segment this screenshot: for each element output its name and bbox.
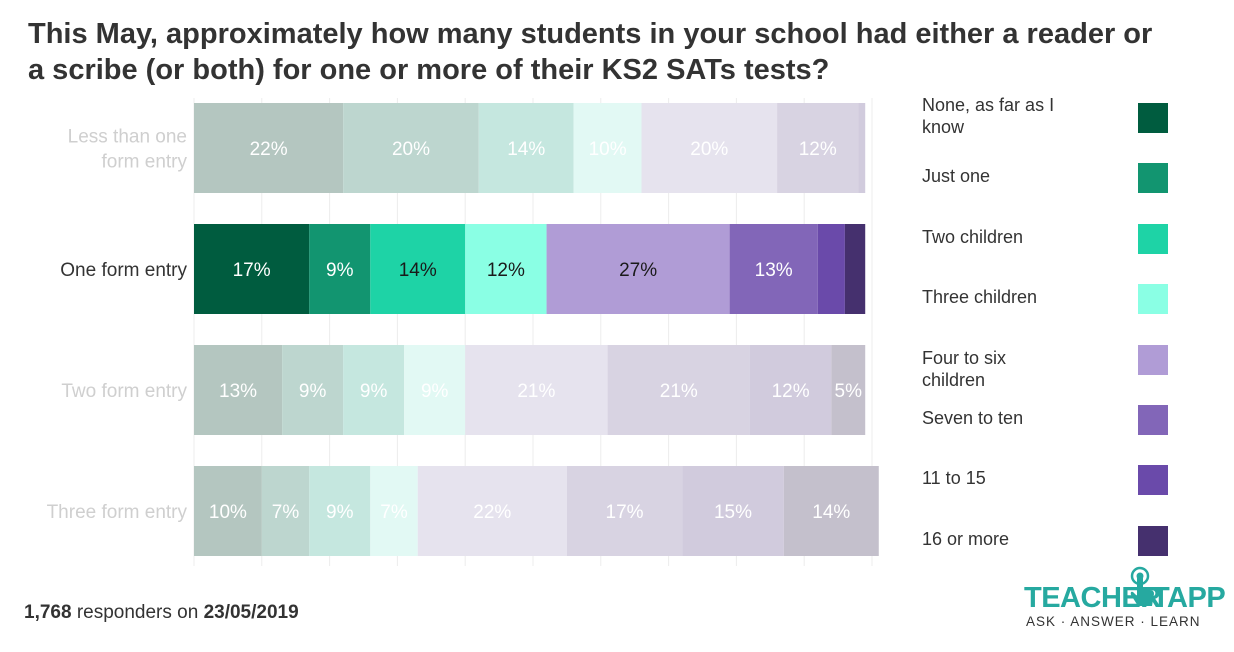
legend-swatch bbox=[1138, 103, 1168, 133]
data-label: 15% bbox=[714, 502, 752, 523]
legend-item: Just one bbox=[922, 150, 1172, 210]
data-label: 12% bbox=[487, 260, 525, 281]
bar-segment bbox=[682, 466, 784, 556]
data-label: 7% bbox=[272, 502, 300, 523]
legend-item: None, as far as I know bbox=[922, 90, 1172, 150]
data-label: 9% bbox=[421, 381, 449, 402]
data-label: 10% bbox=[209, 502, 247, 523]
data-label: 27% bbox=[619, 260, 657, 281]
survey-date: 23/05/2019 bbox=[203, 602, 299, 623]
data-label: 7% bbox=[380, 502, 408, 523]
legend-label: 11 to 15 bbox=[922, 468, 986, 489]
bar-segment bbox=[309, 466, 371, 556]
bar-segment bbox=[194, 224, 310, 314]
data-label: 14% bbox=[507, 139, 545, 160]
bar-segment bbox=[607, 345, 750, 435]
category-label: One form entry bbox=[60, 260, 187, 281]
bar-segment bbox=[370, 466, 418, 556]
data-label: 13% bbox=[219, 381, 257, 402]
legend-swatch bbox=[1138, 525, 1168, 556]
data-label: 5% bbox=[835, 381, 863, 402]
data-label: 17% bbox=[606, 502, 644, 523]
bar-segment bbox=[194, 103, 344, 193]
bar-segment bbox=[465, 224, 547, 314]
legend-label: Three children bbox=[922, 287, 1038, 308]
legend-item: 16 or more bbox=[922, 513, 1172, 573]
legend-item: Three children bbox=[922, 271, 1172, 331]
data-label: 14% bbox=[399, 260, 437, 281]
legend-item: Four to six children bbox=[922, 332, 1172, 392]
bar-segment bbox=[417, 466, 567, 556]
legend-swatch bbox=[1138, 284, 1168, 315]
legend-swatch bbox=[1138, 344, 1168, 375]
data-label: 14% bbox=[812, 502, 850, 523]
category-label: Two form entry bbox=[61, 381, 187, 402]
bar-segment bbox=[831, 345, 866, 435]
tapping-hand-icon bbox=[1130, 566, 1154, 606]
bar-segment bbox=[465, 345, 608, 435]
bar-segment bbox=[729, 224, 818, 314]
legend-label: Seven to ten bbox=[922, 408, 1024, 428]
bar-segment bbox=[749, 345, 832, 435]
bar-segment bbox=[641, 103, 778, 193]
bar-segment bbox=[817, 224, 845, 314]
legend-item: Two children bbox=[922, 211, 1172, 271]
legend-item: Seven to ten bbox=[922, 392, 1172, 452]
data-label: 22% bbox=[473, 502, 511, 523]
legend-swatch bbox=[1138, 223, 1168, 254]
data-label: 9% bbox=[360, 381, 388, 402]
bar-segment bbox=[844, 224, 866, 314]
bar-segment bbox=[858, 103, 866, 193]
legend-label: Just one bbox=[922, 166, 991, 187]
category-label: Three form entry bbox=[47, 502, 188, 523]
category-label: Less than one form entry bbox=[68, 127, 188, 173]
bar-segment bbox=[343, 103, 479, 193]
legend-label: Two children bbox=[922, 226, 1024, 247]
bar-segment bbox=[783, 466, 879, 556]
chart-title: This May, approximately how many student… bbox=[28, 18, 1153, 86]
legend-label: Four to six children bbox=[922, 347, 1007, 390]
data-label: 21% bbox=[517, 381, 555, 402]
bar-segment bbox=[777, 103, 859, 193]
logo-word-teacher: TEACHER bbox=[1024, 582, 1161, 614]
responders-text: responders on bbox=[76, 602, 199, 623]
data-label: 20% bbox=[392, 139, 430, 160]
legend-label: 16 or more bbox=[922, 528, 1010, 549]
responder-count: 1,768 bbox=[24, 602, 72, 623]
data-label: 12% bbox=[799, 139, 837, 160]
bar-segment bbox=[194, 345, 283, 435]
responders-footer: 1,768 responders on 23/05/2019 bbox=[24, 602, 299, 624]
data-label: 9% bbox=[326, 260, 354, 281]
data-label: 10% bbox=[589, 139, 627, 160]
data-label: 13% bbox=[755, 260, 793, 281]
bar-segment bbox=[261, 466, 310, 556]
legend-swatch bbox=[1138, 163, 1168, 194]
bar-segment bbox=[566, 466, 683, 556]
stacked-bar-chart: Less than one form entry 22% 20% 14% 10% 20% 12… bbox=[47, 98, 879, 566]
bar-segment bbox=[282, 345, 344, 435]
data-label: 22% bbox=[250, 139, 288, 160]
bar-segment bbox=[573, 103, 642, 193]
bar-segment bbox=[370, 224, 466, 314]
bar-segment bbox=[546, 224, 730, 314]
logo-word-tapp: TAPP bbox=[1152, 582, 1226, 614]
legend-swatch bbox=[1138, 465, 1168, 496]
bar-segment bbox=[404, 345, 466, 435]
data-label: 9% bbox=[299, 381, 327, 402]
bar-segment bbox=[478, 103, 574, 193]
legend-item: 11 to 15 bbox=[922, 452, 1172, 512]
bar-segment bbox=[343, 345, 405, 435]
logo-tagline: ASK · ANSWER · LEARN bbox=[1026, 614, 1201, 629]
bar-segment bbox=[309, 224, 371, 314]
data-label: 17% bbox=[233, 260, 271, 281]
bar-segment bbox=[194, 466, 262, 556]
data-label: 12% bbox=[772, 381, 810, 402]
legend-label: None, as far as I know bbox=[922, 95, 1055, 137]
teacher-tapp-logo: TEACHER TAPP ASK · ANSWER · LEARN bbox=[1024, 566, 1226, 632]
legend-swatch bbox=[1138, 405, 1168, 435]
data-label: 20% bbox=[690, 139, 728, 160]
data-label: 9% bbox=[326, 502, 354, 523]
data-label: 21% bbox=[660, 381, 698, 402]
